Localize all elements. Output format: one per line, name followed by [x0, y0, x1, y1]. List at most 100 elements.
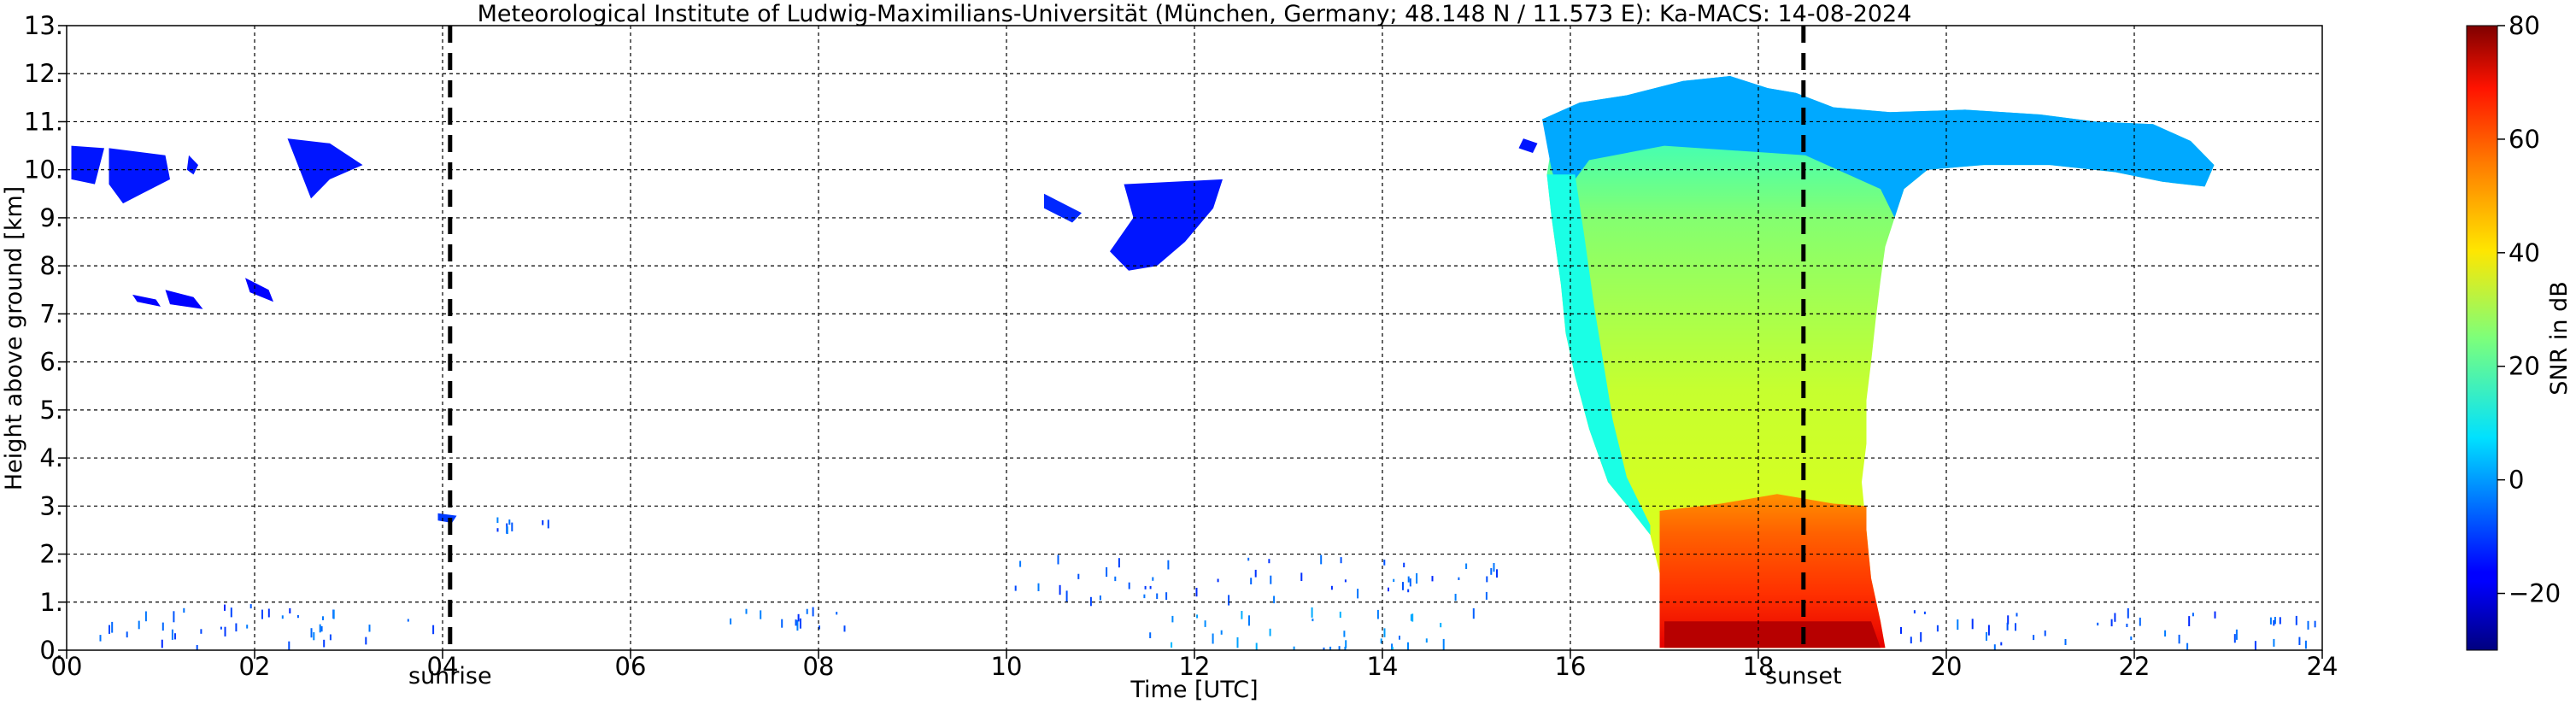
speckle: [1254, 569, 1257, 578]
speckle: [2235, 629, 2238, 640]
speckle: [2097, 622, 2099, 626]
speckle: [332, 609, 335, 619]
speckle: [319, 624, 321, 633]
speckle: [1099, 595, 1101, 601]
speckle: [1149, 585, 1152, 590]
speckle: [1458, 577, 1460, 580]
speckle: [1936, 625, 1939, 632]
echo-cloud-7km-a: [132, 294, 161, 307]
colorbar-tick-label: 60: [2509, 125, 2540, 154]
speckle: [1403, 562, 1405, 567]
speckle: [126, 631, 128, 638]
echo-cirrus-1130: [1110, 179, 1223, 271]
speckle: [1910, 637, 1912, 644]
speckle: [1343, 631, 1346, 637]
speckle: [796, 619, 799, 631]
grid-lines: [67, 26, 2322, 650]
speckle: [281, 615, 284, 619]
speckle: [2114, 613, 2116, 622]
echo-cloud-edge-band: [1546, 174, 1651, 536]
echo-surface-rain: [1664, 621, 1881, 648]
speckle: [1059, 584, 1061, 595]
speckle: [2304, 640, 2307, 649]
speckle: [289, 607, 291, 613]
x-tick-label: 20: [1931, 652, 1963, 681]
speckle: [1217, 578, 1219, 583]
speckle: [1900, 627, 1902, 634]
plot-area: sunrise sunset: [66, 25, 2323, 689]
speckle: [1149, 632, 1152, 638]
speckle: [1268, 559, 1270, 564]
speckle: [836, 612, 838, 615]
speckle: [2164, 630, 2167, 637]
speckle: [1019, 560, 1022, 567]
speckle: [1323, 647, 1325, 650]
speckle: [2298, 637, 2301, 645]
speckle: [246, 625, 249, 629]
speckle: [2274, 617, 2276, 625]
speckle: [1241, 611, 1243, 619]
speckle: [2016, 613, 2018, 617]
speckle: [760, 610, 762, 619]
speckle: [2127, 607, 2129, 619]
speckle: [1407, 576, 1410, 583]
speckle: [2233, 634, 2236, 643]
echo-cirrus-1545: [1518, 138, 1538, 153]
sunrise-label: sunrise: [408, 663, 492, 689]
speckle-cluster-2: [730, 607, 846, 632]
speckle: [313, 632, 315, 641]
speckle: [109, 625, 110, 634]
speckle: [506, 526, 508, 534]
speckle: [1380, 638, 1382, 644]
speckle: [496, 528, 499, 532]
speckle: [1425, 638, 1428, 643]
echo-anvil-outer-edge: [1542, 76, 2215, 218]
speckle: [2273, 638, 2275, 647]
speckle: [2314, 620, 2316, 628]
speckle: [138, 620, 140, 630]
speckle: [174, 633, 176, 640]
speckle: [267, 608, 270, 618]
speckle: [1250, 578, 1253, 584]
speckle: [1171, 615, 1174, 623]
x-tick-label: 00: [51, 652, 83, 681]
speckle: [542, 519, 544, 525]
speckle: [2044, 630, 2046, 637]
speckle: [1269, 628, 1271, 637]
speckle: [1196, 614, 1199, 619]
speckle: [1320, 554, 1323, 565]
speckle: [320, 626, 323, 632]
speckle: [2273, 619, 2275, 626]
speckle: [323, 639, 326, 648]
speckle: [1407, 589, 1410, 593]
chart-title: Meteorological Institute of Ludwig-Maxim…: [478, 1, 1912, 27]
speckle: [1383, 628, 1386, 637]
colorbar-tick-label: −20: [2509, 579, 2561, 608]
speckle: [1345, 640, 1347, 648]
speckle-cluster-0: [99, 604, 435, 650]
x-tick-label: 24: [2307, 652, 2338, 681]
speckle: [2214, 611, 2216, 619]
speckle: [1440, 623, 1442, 628]
speckle: [1270, 575, 1272, 584]
speckle-cluster-3: [1014, 554, 1498, 607]
x-tick-label: 12: [1179, 652, 1211, 681]
speckle: [1399, 636, 1400, 640]
x-axis: 00 02 04 06 08 10 12 14 16 18 20 22 24: [51, 650, 2338, 681]
speckle: [1920, 631, 1922, 642]
speckle: [1442, 638, 1445, 650]
colorbar-tick-label: 20: [2509, 352, 2540, 381]
speckle: [296, 615, 299, 619]
speckle: [1167, 560, 1170, 570]
speckle: [1496, 569, 1498, 578]
speckle: [1409, 578, 1411, 587]
speckle: [1344, 647, 1347, 650]
speckle: [365, 637, 367, 645]
speckle: [1212, 633, 1214, 644]
speckle: [843, 625, 846, 632]
speckle: [2279, 617, 2281, 625]
echo-cirrus-1045: [1044, 193, 1082, 223]
speckle: [368, 625, 371, 632]
speckle: [1431, 576, 1434, 582]
speckle: [1338, 646, 1341, 650]
